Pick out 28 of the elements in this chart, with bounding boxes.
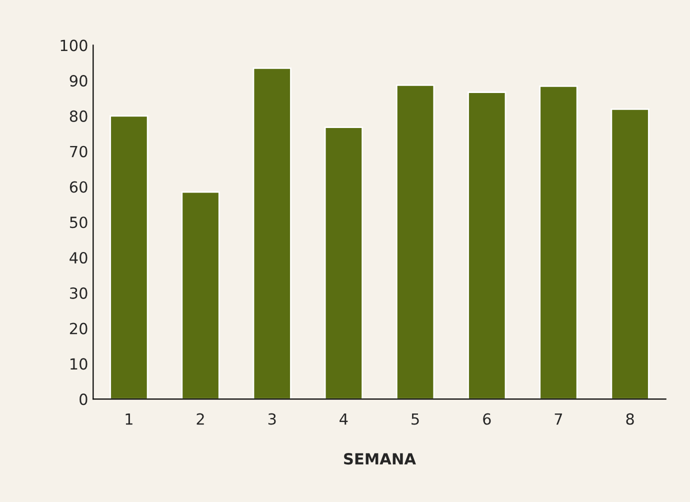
bar — [539, 86, 578, 400]
x-tick-label: 8 — [626, 413, 634, 425]
y-tick-label: 100 — [60, 40, 88, 52]
y-tick-label: 40 — [70, 252, 88, 264]
x-tick-label: 6 — [483, 413, 491, 425]
x-tick-label: 2 — [196, 413, 204, 425]
bar — [468, 92, 506, 400]
bar — [324, 126, 364, 400]
x-tick-label: 5 — [412, 413, 419, 425]
x-axis-title: SEMANA — [344, 453, 416, 465]
x-tick-label: 4 — [340, 413, 348, 425]
x-tick-label: 1 — [126, 413, 132, 425]
x-tick-label: 7 — [554, 413, 562, 425]
bar — [610, 108, 650, 400]
y-tick-label: 20 — [70, 322, 88, 334]
y-tick-label: 70 — [70, 146, 88, 158]
y-tick-label: 30 — [70, 287, 88, 299]
bar — [110, 115, 148, 400]
x-tick-label: 3 — [268, 413, 276, 425]
bar — [252, 67, 292, 400]
bar — [181, 191, 220, 400]
y-tick-label: 10 — [70, 358, 88, 370]
y-tick-label: 50 — [70, 216, 88, 228]
y-tick-label: 90 — [70, 75, 88, 87]
y-tick-label: 0 — [80, 394, 88, 406]
bar — [396, 84, 435, 400]
y-tick-label: 60 — [70, 181, 88, 193]
y-tick-label: 80 — [70, 110, 88, 122]
